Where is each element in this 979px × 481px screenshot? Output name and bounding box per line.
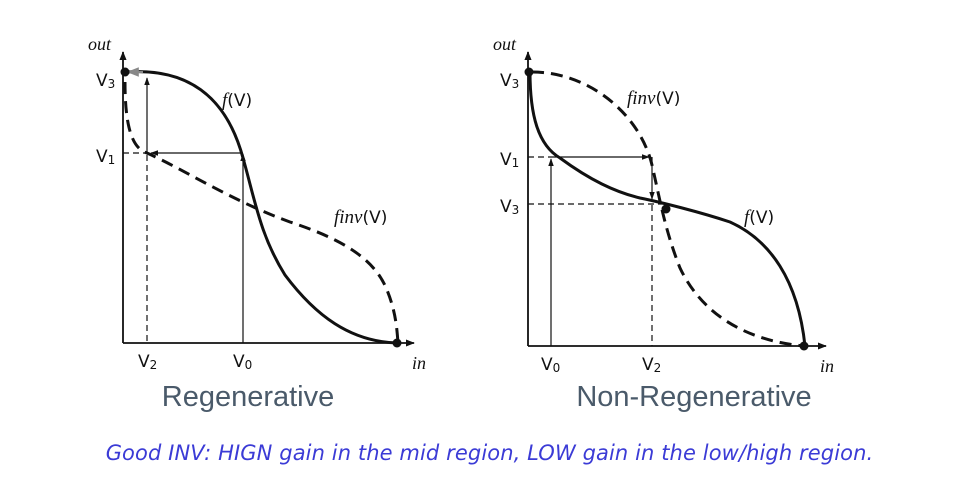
x-axis-label: in <box>412 353 426 373</box>
panel-title-non-regenerative: Non-Regenerative <box>576 381 811 413</box>
label-v3: V3 <box>96 71 115 91</box>
curve-f-label: f(V) <box>222 90 252 111</box>
curve-f-label: f(V) <box>744 207 774 228</box>
panel-title-regenerative: Regenerative <box>162 381 335 413</box>
label-v2: V2 <box>642 355 661 375</box>
label-v3-top: V3 <box>500 71 519 91</box>
fixed-point-mid <box>661 204 671 214</box>
label-v0: V0 <box>541 355 560 375</box>
diagram-non-regenerative: out in V3 V1 V3 V0 V2 finv(V) f(V) Non-R… <box>493 34 834 413</box>
fixed-point-high <box>524 67 534 77</box>
fixed-point-high <box>120 67 130 77</box>
y-axis-label: out <box>493 34 517 54</box>
curve-finv <box>123 81 400 344</box>
label-v3-mid: V3 <box>500 197 519 217</box>
fixed-point-low <box>799 341 809 351</box>
label-v1: V1 <box>96 147 115 167</box>
label-v2: V2 <box>138 352 157 372</box>
curve-f <box>528 71 807 347</box>
label-v1: V1 <box>500 150 519 170</box>
y-axis-label: out <box>88 34 112 54</box>
curve-finv-label: finv(V) <box>627 88 680 109</box>
curve-finv-label: finv(V) <box>334 207 387 228</box>
label-v0: V0 <box>233 352 252 372</box>
diagram-regenerative: out in V3 V1 V2 V0 f(V) finv(V) Regenera… <box>88 34 426 413</box>
caption: Good INV: HIGN gain in the mid region, L… <box>105 441 874 465</box>
x-axis-label: in <box>820 356 834 376</box>
fixed-point-low <box>392 338 402 348</box>
